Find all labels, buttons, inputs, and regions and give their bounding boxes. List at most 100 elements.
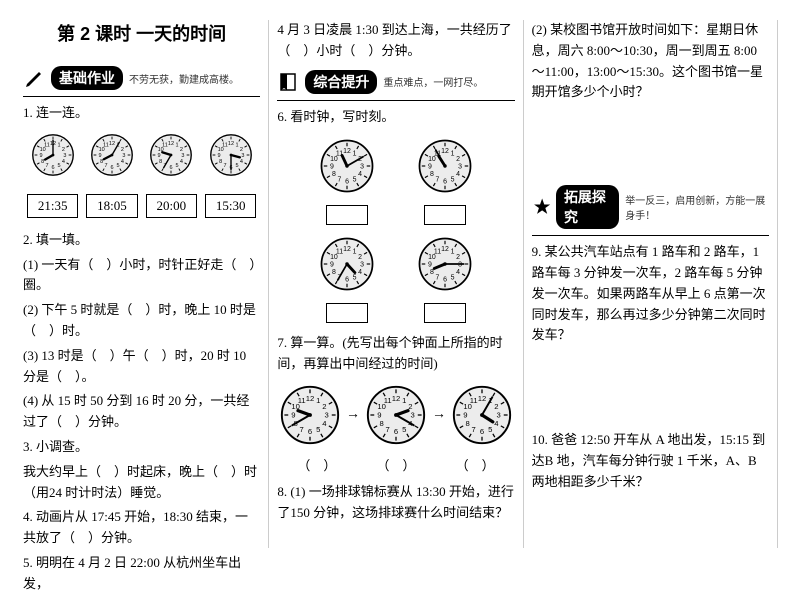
q2-item-3: (3) 13 时是（ ）午（ ）时，20 时 10 分是（ ）。 [23, 346, 260, 388]
svg-text:12: 12 [168, 141, 174, 147]
svg-text:7: 7 [337, 177, 341, 184]
q5-text: 5. 明明在 4 月 2 日 22:00 从杭州坐车出发， [23, 553, 260, 595]
page-title: 第 2 课时 一天的时间 [23, 20, 260, 46]
time-box-2: 18:05 [86, 194, 138, 218]
svg-text:6: 6 [345, 277, 349, 284]
section-comp-badge: 综合提升 [305, 70, 377, 94]
clock-7b: 121234567891011 [364, 383, 428, 447]
q6-label: 6. 看时钟，写时刻。 [277, 107, 514, 128]
svg-text:12: 12 [306, 394, 315, 403]
svg-text:12: 12 [343, 247, 351, 254]
column-1: 第 2 课时 一天的时间 基础作业 不劳无获，勤建成高楼。 1. 连一连。 12… [15, 20, 269, 548]
section-basic-badge: 基础作业 [51, 66, 123, 90]
svg-text:5: 5 [488, 425, 492, 434]
spacer [532, 107, 769, 177]
svg-text:2: 2 [456, 156, 460, 163]
q9-text: 9. 某公共汽车站点有 1 路车和 2 路车，1 路车每 3 分钟发一次车，2 … [532, 242, 769, 346]
q3-text: 我大约早上（ ）时起床，晚上（ ）时（用24 时计时法）睡觉。 [23, 462, 260, 504]
q7-label: 7. 算一算。(先写出每个钟面上所指的时间，再算出中间经过的时间) [277, 333, 514, 375]
paren: （ ） [456, 455, 495, 474]
time-box-1: 21:35 [27, 194, 79, 218]
svg-text:9: 9 [377, 411, 381, 420]
answer-box [424, 205, 466, 225]
svg-text:7: 7 [104, 163, 107, 169]
svg-text:8: 8 [430, 171, 434, 178]
time-box-3: 20:00 [146, 194, 198, 218]
svg-text:8: 8 [41, 159, 44, 165]
section-ext-badge: 拓展探究 [556, 185, 619, 229]
q7-paren-row: （ ） （ ） （ ） [277, 455, 514, 474]
svg-text:4: 4 [456, 269, 460, 276]
svg-text:6: 6 [308, 427, 312, 436]
clock-6b2: 121234567891011 [416, 235, 474, 293]
svg-text:4: 4 [61, 159, 64, 165]
divider [277, 100, 514, 101]
svg-text:9: 9 [217, 153, 220, 159]
svg-text:4: 4 [358, 171, 362, 178]
svg-text:4: 4 [239, 159, 242, 165]
q2-item-1: (1) 一天有（ ）小时，时针正好走（ ）圈。 [23, 255, 260, 297]
svg-text:11: 11 [336, 249, 343, 256]
paren: （ ） [376, 455, 415, 474]
section-ext-sub: 举一反三，启用创新，方能一展身手！ [625, 192, 769, 222]
svg-text:4: 4 [322, 419, 327, 428]
svg-text:2: 2 [358, 254, 362, 261]
svg-text:8: 8 [465, 419, 469, 428]
svg-text:7: 7 [300, 425, 304, 434]
svg-text:7: 7 [436, 275, 440, 282]
svg-text:4: 4 [121, 159, 124, 165]
svg-text:8: 8 [159, 159, 162, 165]
svg-text:11: 11 [162, 142, 168, 148]
q8-text: 8. (1) 一场排球锦标赛从 13:30 开始，进行了150 分钟，这场排球赛… [277, 482, 514, 524]
svg-text:8: 8 [430, 269, 434, 276]
section-ext-header: 拓展探究 举一反三，启用创新，方能一展身手！ [532, 185, 769, 229]
svg-text:6: 6 [394, 427, 398, 436]
svg-text:11: 11 [298, 396, 306, 405]
svg-text:12: 12 [441, 149, 449, 156]
svg-text:11: 11 [434, 249, 441, 256]
q7-clocks: 121234567891011 → 121234567891011 → 1212… [277, 383, 514, 447]
svg-text:11: 11 [44, 142, 50, 148]
svg-text:3: 3 [360, 262, 364, 269]
svg-text:5: 5 [57, 163, 60, 169]
svg-text:11: 11 [103, 142, 109, 148]
section-comp-header: 综合提升 重点难点，一网打尽。 [277, 70, 514, 94]
svg-text:11: 11 [470, 396, 478, 405]
svg-text:2: 2 [456, 254, 460, 261]
paren: （ ） [297, 455, 336, 474]
q6-row-b: 121234567891011 121234567891011 [277, 235, 514, 323]
svg-text:6: 6 [51, 165, 54, 171]
section-basic-sub: 不劳无获，勤建成高楼。 [129, 71, 239, 86]
svg-text:5: 5 [451, 177, 455, 184]
clock-1: 121234567891011 [30, 132, 76, 178]
svg-text:7: 7 [436, 177, 440, 184]
svg-text:7: 7 [472, 425, 476, 434]
svg-text:8: 8 [332, 269, 336, 276]
svg-text:12: 12 [441, 247, 449, 254]
q2-item-2: (2) 下午 5 时就是（ ）时，晚上 10 时是（ ）时。 [23, 300, 260, 342]
arrow-icon: → [432, 407, 446, 423]
section-comp-sub: 重点难点，一网打尽。 [383, 74, 483, 89]
svg-text:8: 8 [332, 171, 336, 178]
svg-text:11: 11 [222, 142, 228, 148]
q1-label: 1. 连一连。 [23, 103, 260, 124]
svg-text:4: 4 [494, 419, 499, 428]
svg-text:5: 5 [352, 177, 356, 184]
svg-text:6: 6 [345, 179, 349, 186]
svg-text:5: 5 [402, 425, 406, 434]
svg-text:11: 11 [384, 396, 392, 405]
svg-text:7: 7 [223, 163, 226, 169]
svg-text:9: 9 [428, 164, 432, 171]
section-basic-header: 基础作业 不劳无获，勤建成高楼。 [23, 66, 260, 90]
svg-text:6: 6 [480, 427, 484, 436]
column-3: (2) 某校图书馆开放时间如下：星期日休息，周六 8:00～10:30，周一到周… [524, 20, 778, 548]
svg-text:12: 12 [478, 394, 487, 403]
svg-text:9: 9 [291, 411, 295, 420]
svg-text:9: 9 [158, 153, 161, 159]
svg-text:5: 5 [235, 163, 238, 169]
clock-6a1: 121234567891011 [318, 137, 376, 195]
svg-text:6: 6 [170, 165, 173, 171]
star-icon [532, 195, 552, 219]
svg-text:5: 5 [316, 425, 320, 434]
svg-text:7: 7 [45, 163, 48, 169]
